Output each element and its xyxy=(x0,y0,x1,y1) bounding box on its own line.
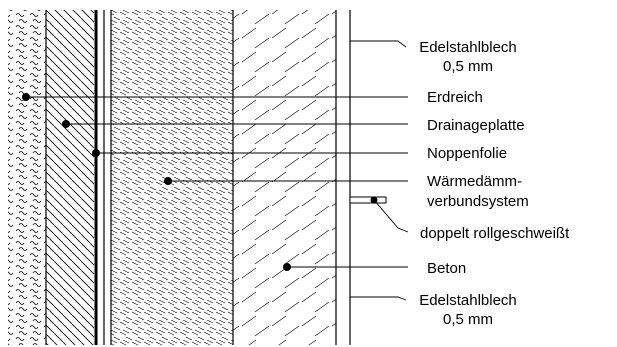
insulation-layer xyxy=(111,10,233,345)
leader-beton xyxy=(283,263,408,271)
label-edelstahl-top-1: Edelstahlblech xyxy=(419,39,517,56)
leader-noppenfolie xyxy=(92,149,408,157)
leader-drainageplatte xyxy=(62,120,408,128)
label-drainageplatte: Drainageplatte xyxy=(427,117,525,134)
leader-waermedaemm xyxy=(164,177,408,185)
label-edelstahl-bottom-1: Edelstahlblech xyxy=(419,292,517,309)
label-beton: Beton xyxy=(427,260,466,277)
drainage-board-layer xyxy=(46,10,94,345)
leader-edelstahl-bottom xyxy=(350,296,407,301)
soil-layer xyxy=(8,10,46,345)
label-noppenfolie: Noppenfolie xyxy=(427,145,507,162)
leader-erdreich xyxy=(22,93,408,101)
label-erdreich: Erdreich xyxy=(427,89,483,106)
label-waermedaemm-1: Wärmedämm- xyxy=(427,173,522,190)
label-edelstahl-top-2: 0,5 mm xyxy=(443,58,493,75)
label-waermedaemm-2: verbundsystem xyxy=(427,193,529,210)
leader-rollgeschweisst xyxy=(370,196,409,233)
leader-edelstahl-top xyxy=(350,40,407,48)
label-edelstahl-bottom-2: 0,5 mm xyxy=(443,311,493,328)
label-rollgeschweisst: doppelt rollgeschweißt xyxy=(420,225,570,242)
welded-seam xyxy=(349,196,387,204)
concrete-layer xyxy=(233,10,336,345)
